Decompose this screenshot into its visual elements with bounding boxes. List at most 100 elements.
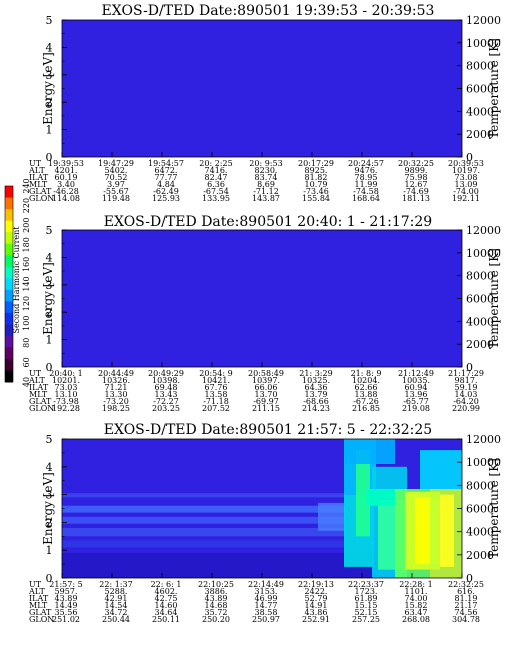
y-tick-label: 0 xyxy=(46,151,53,164)
enhancement-patch xyxy=(318,502,344,531)
y-tick-label: 3 xyxy=(46,69,53,82)
table-cell: 64.36 xyxy=(305,383,328,392)
y-tick-label: 2 xyxy=(46,516,53,529)
table-cell: -69.97 xyxy=(253,397,279,406)
enhancement-patch xyxy=(356,450,370,537)
y-tick-label: 0 xyxy=(46,361,53,374)
table-cell: 43.89 xyxy=(205,594,228,603)
table-cell: 6.36 xyxy=(207,180,225,189)
y-axis-label: Energy [eV] xyxy=(41,262,55,335)
table-cell: 20:24:57 xyxy=(348,159,384,168)
table-cell: 82.47 xyxy=(205,173,228,182)
table-cell: 20: 2:25 xyxy=(199,159,232,168)
y-tick-label: 4 xyxy=(46,41,53,54)
table-cell: 14.54 xyxy=(105,601,128,610)
y2-tick-label: 8000 xyxy=(466,479,494,492)
colorbar-tick-label: 200 xyxy=(22,218,31,233)
table-cell: -68.66 xyxy=(303,397,329,406)
table-cell: 60.94 xyxy=(405,383,428,392)
table-cell: 10.79 xyxy=(305,180,328,189)
colorbar-swatch xyxy=(5,301,13,314)
colorbar-tick-label: 40 xyxy=(22,377,31,387)
table-cell: 22: 6: 1 xyxy=(151,580,182,589)
spectrogram-field xyxy=(62,20,462,157)
table-cell: -73.98 xyxy=(53,397,79,406)
y2-axis-label: Temperature [K] xyxy=(487,248,501,349)
table-cell: 119.48 xyxy=(102,194,130,203)
table-cell: 22:32:25 xyxy=(448,580,484,589)
table-cell: -62.49 xyxy=(153,187,179,196)
table-cell: 143.87 xyxy=(252,194,280,203)
table-cell: 7416. xyxy=(205,166,228,175)
table-cell: 3.40 xyxy=(57,180,75,189)
table-cell: 61.89 xyxy=(355,594,378,603)
y2-tick-label: 8000 xyxy=(466,60,494,73)
table-cell: 8230. xyxy=(255,166,278,175)
table-row-label: MLT xyxy=(29,180,48,189)
y-tick-label: 1 xyxy=(46,544,53,557)
y2-tick-label: 0 xyxy=(466,361,473,374)
table-cell: 250.97 xyxy=(252,615,280,624)
table-cell: 22: 1:37 xyxy=(99,580,132,589)
y-tick-label: 0 xyxy=(46,572,53,585)
table-cell: 4602. xyxy=(155,587,178,596)
y2-tick-label: 6000 xyxy=(466,503,494,516)
colorbar-swatch xyxy=(5,289,13,302)
enhancement-patch xyxy=(365,489,395,506)
table-cell: 20: 9:53 xyxy=(249,159,282,168)
table-cell: 13.70 xyxy=(255,390,278,399)
table-cell: 13.43 xyxy=(155,390,178,399)
table-cell: 14.77 xyxy=(255,601,278,610)
y-tick-label: 5 xyxy=(46,224,53,237)
table-cell: -71.18 xyxy=(203,397,229,406)
table-cell: 69.48 xyxy=(155,383,178,392)
colorbar-tick-label: 160 xyxy=(22,257,31,272)
table-cell: 20:32:25 xyxy=(398,159,434,168)
table-cell: 22:14:49 xyxy=(248,580,284,589)
y-tick-label: 3 xyxy=(46,279,53,292)
energy-band xyxy=(62,540,345,548)
table-cell: 8925. xyxy=(305,166,328,175)
table-cell: -74.00 xyxy=(453,187,479,196)
energy-band xyxy=(62,516,345,524)
table-cell: 133.95 xyxy=(202,194,230,203)
table-cell: 12.67 xyxy=(405,180,428,189)
colorbar-swatch xyxy=(5,266,13,279)
colorbar-swatch xyxy=(5,220,13,233)
y-tick-label: 5 xyxy=(46,433,53,446)
enhancement-patch xyxy=(345,439,395,464)
colorbar-tick-label: 140 xyxy=(22,276,31,291)
table-row-label: MLT xyxy=(29,601,48,610)
table-cell: 34.72 xyxy=(105,608,128,617)
table-cell: 20:49:29 xyxy=(148,369,184,378)
table-cell: 10201. xyxy=(52,376,80,385)
table-cell: 181.13 xyxy=(402,194,430,203)
table-row-label: UT xyxy=(29,369,42,378)
table-cell: 5402. xyxy=(105,166,128,175)
table-cell: 21:57: 5 xyxy=(49,580,82,589)
table-cell: 52.15 xyxy=(355,608,378,617)
table-cell: 4201. xyxy=(55,166,78,175)
table-cell: 192.28 xyxy=(52,404,80,413)
table-cell: 3153. xyxy=(255,587,278,596)
table-cell: 14.49 xyxy=(55,601,78,610)
table-cell: 203.25 xyxy=(152,404,180,413)
table-cell: -65.77 xyxy=(403,397,429,406)
table-cell: 20:17:29 xyxy=(298,159,334,168)
enhancement-patch xyxy=(420,450,462,489)
colorbar-swatch xyxy=(5,335,13,348)
table-cell: 10325. xyxy=(302,376,330,385)
colorbar-swatch xyxy=(5,209,13,222)
table-cell: 10035. xyxy=(402,376,430,385)
table-cell: 13.96 xyxy=(405,390,428,399)
panel-title: EXOS-D/TED Date:890501 19:39:53 - 20:39:… xyxy=(102,3,435,19)
table-row-label: ILAT xyxy=(29,173,49,182)
y2-tick-label: 6000 xyxy=(466,83,494,96)
table-cell: 13.79 xyxy=(305,390,328,399)
table-cell: 78.95 xyxy=(355,173,378,182)
colorbar-swatch xyxy=(5,243,13,256)
table-cell: 22:19:13 xyxy=(298,580,334,589)
table-cell: 60.19 xyxy=(55,173,78,182)
table-cell: 74.56 xyxy=(455,608,478,617)
y2-tick-label: 10000 xyxy=(466,456,501,469)
